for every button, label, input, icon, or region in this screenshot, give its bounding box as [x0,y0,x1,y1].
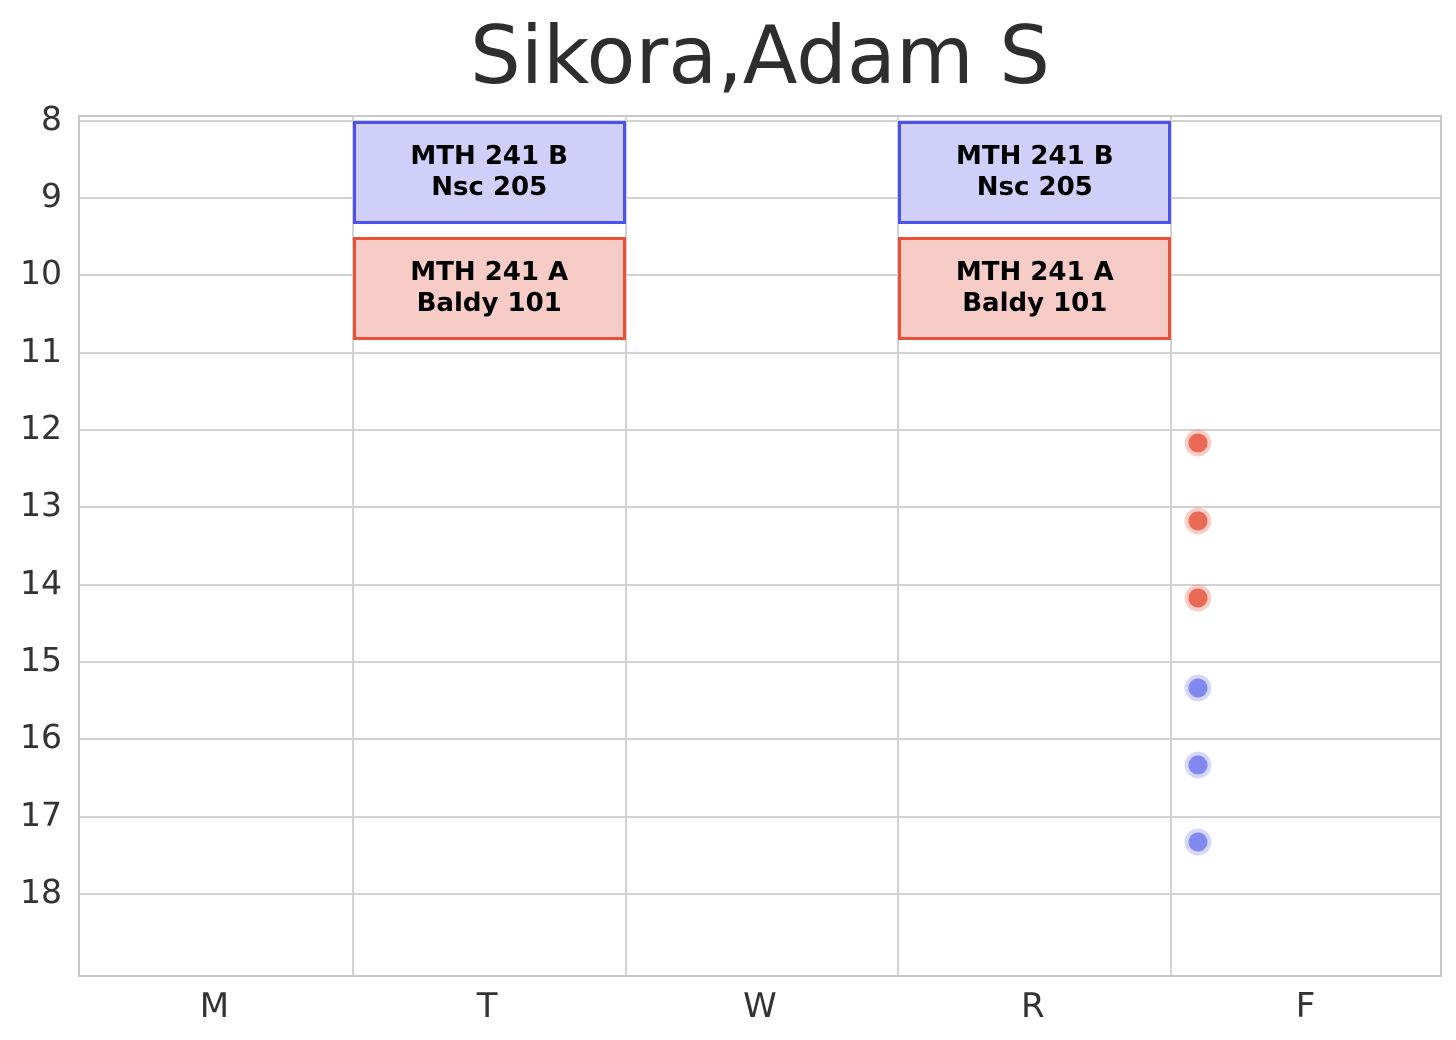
x-tick-label-M: M [199,986,230,1026]
y-tick-label: 15 [20,640,62,680]
time-marker-dot [1188,832,1208,852]
event-room-label: Nsc 205 [431,172,548,203]
class-event-box: MTH 241 A Baldy 101 [352,236,626,340]
event-room-label: Baldy 101 [416,288,562,319]
day-boundary-gridline [624,117,627,975]
time-marker-dot [1188,511,1208,531]
class-event-box: MTH 241 A Baldy 101 [898,236,1172,340]
hour-gridline [80,119,1440,122]
time-marker-dot [1188,678,1208,698]
day-boundary-gridline [351,117,354,975]
y-tick-label: 13 [20,485,62,525]
event-course-label: MTH 241 A [955,256,1114,287]
time-marker-dot [1188,588,1208,608]
y-tick-label: 14 [20,562,62,602]
day-boundary-gridline [1170,117,1173,975]
event-room-label: Nsc 205 [976,172,1093,203]
hour-gridline [80,815,1440,818]
time-marker-dot [1188,755,1208,775]
event-course-label: MTH 241 B [410,140,568,171]
x-tick-label-R: R [1020,986,1045,1026]
hour-gridline [80,429,1440,432]
day-boundary-gridline [897,117,900,975]
hour-gridline [80,506,1440,509]
hour-gridline [80,197,1440,200]
hour-gridline [80,661,1440,664]
y-tick-label: 11 [20,330,62,370]
y-tick-label: 17 [20,794,62,834]
event-course-label: MTH 241 A [410,256,569,287]
y-tick-label: 12 [20,408,62,448]
y-tick-label: 16 [20,717,62,757]
hour-gridline [80,738,1440,741]
x-tick-label-W: W [743,986,777,1026]
hour-gridline [80,274,1440,277]
x-tick-label-T: T [476,986,498,1026]
hour-gridline [80,583,1440,586]
y-tick-label: 9 [41,176,62,216]
event-room-label: Baldy 101 [962,288,1108,319]
y-tick-label: 18 [20,871,62,911]
plot-area: MTH 241 B Nsc 205 MTH 241 B Nsc 205 MTH 241 … [78,115,1442,977]
x-tick-label-F: F [1295,986,1316,1026]
y-tick-label: 10 [20,253,62,293]
class-event-box: MTH 241 B Nsc 205 [352,120,626,224]
event-course-label: MTH 241 B [956,140,1114,171]
y-tick-label: 8 [41,98,62,138]
hour-gridline [80,351,1440,354]
class-event-box: MTH 241 B Nsc 205 [898,120,1172,224]
time-marker-dot [1188,433,1208,453]
chart-title: Sikora,Adam S [469,9,1051,102]
hour-gridline [80,892,1440,895]
